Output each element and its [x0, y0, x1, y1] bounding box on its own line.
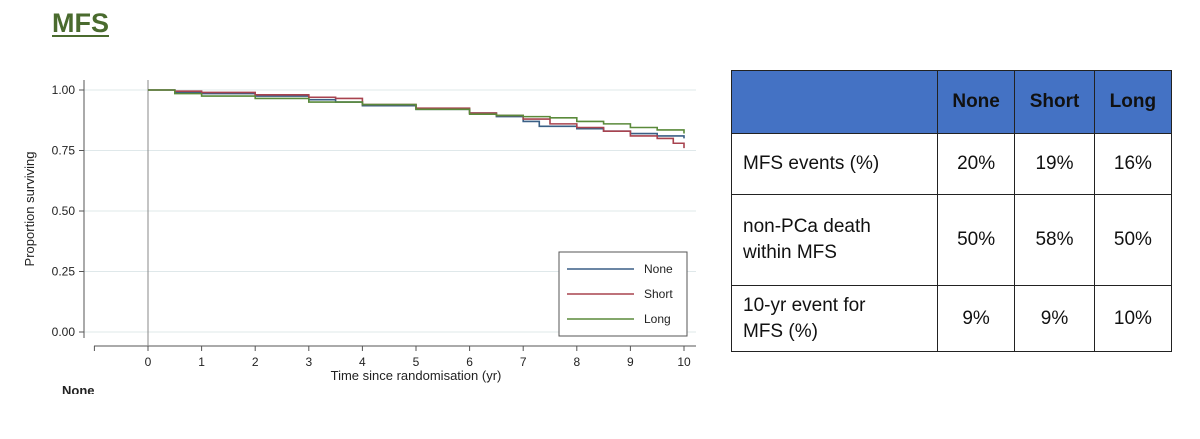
x-tick-label: 2 — [252, 355, 259, 369]
table-cell: 10% — [1093, 285, 1173, 352]
x-tick-label: 7 — [520, 355, 527, 369]
x-tick-label: 3 — [305, 355, 312, 369]
x-tick-label: 4 — [359, 355, 366, 369]
risk-table-row-label: None — [62, 383, 95, 394]
row-label-line: MFS (%) — [743, 320, 818, 342]
row-label-line: MFS events (%) — [743, 153, 880, 174]
row-label: non-PCa death within MFS — [731, 194, 938, 286]
legend-label: Short — [644, 287, 673, 301]
table-row: MFS events (%) 20% 19% 16% — [731, 133, 1173, 195]
row-label: 10-yr event for MFS (%) — [731, 285, 938, 352]
y-tick-label: 0.50 — [52, 204, 76, 218]
table-cell: 9% — [1014, 285, 1095, 352]
table-header-cell: None — [936, 70, 1016, 134]
x-tick-label: 9 — [627, 355, 634, 369]
table-row: non-PCa death within MFS 50% 58% 50% — [731, 194, 1173, 286]
series-line-long — [148, 89, 685, 134]
table-header-cell — [731, 70, 938, 134]
table-cell: 50% — [936, 194, 1016, 286]
x-tick-label: 10 — [677, 355, 691, 369]
x-axis-title: Time since randomisation (yr) — [331, 368, 502, 383]
row-label-line: 10-yr event for — [743, 294, 866, 316]
x-tick-label: 5 — [413, 355, 420, 369]
y-axis-title: Proportion surviving — [22, 152, 37, 267]
table-cell: 50% — [1093, 194, 1173, 286]
y-tick-label: 0.00 — [52, 325, 76, 339]
row-label: MFS events (%) — [731, 133, 938, 195]
row-label-line: within MFS — [743, 242, 837, 263]
table-row: 10-yr event for MFS (%) 9% 9% 10% — [731, 285, 1173, 352]
x-tick-label: 6 — [466, 355, 473, 369]
x-tick-label: 0 — [145, 355, 152, 369]
legend-label: Long — [644, 312, 671, 326]
table-cell: 16% — [1093, 133, 1173, 195]
survival-chart: 0.00 0.25 0.50 0.75 1.00 0 1 2 3 4 5 6 7 8 9 10 Time sin… — [10, 70, 718, 395]
slide-title: MFS — [52, 8, 109, 38]
x-tick-label: 8 — [573, 355, 580, 369]
y-tick-label: 1.00 — [52, 83, 76, 97]
legend-label: None — [644, 262, 673, 276]
table-header-cell: Short — [1014, 70, 1095, 134]
summary-table: None Short Long MFS events (%) 20% 19% 1… — [731, 70, 1173, 352]
survival-chart-svg: 0.00 0.25 0.50 0.75 1.00 0 1 2 3 4 5 6 7 8 9 10 Time sin… — [22, 80, 696, 383]
y-tick-label: 0.25 — [52, 265, 76, 279]
table-cell: 58% — [1014, 194, 1095, 286]
table-header-row: None Short Long — [731, 70, 1173, 134]
table-cell: 9% — [936, 285, 1016, 352]
table-cell: 20% — [936, 133, 1016, 195]
table-cell: 19% — [1014, 133, 1095, 195]
table-header-cell: Long — [1093, 70, 1173, 134]
y-tick-label: 0.75 — [52, 144, 76, 158]
x-tick-label: 1 — [198, 355, 205, 369]
row-label-line: non-PCa death — [743, 216, 871, 237]
series-line-short — [148, 89, 685, 149]
